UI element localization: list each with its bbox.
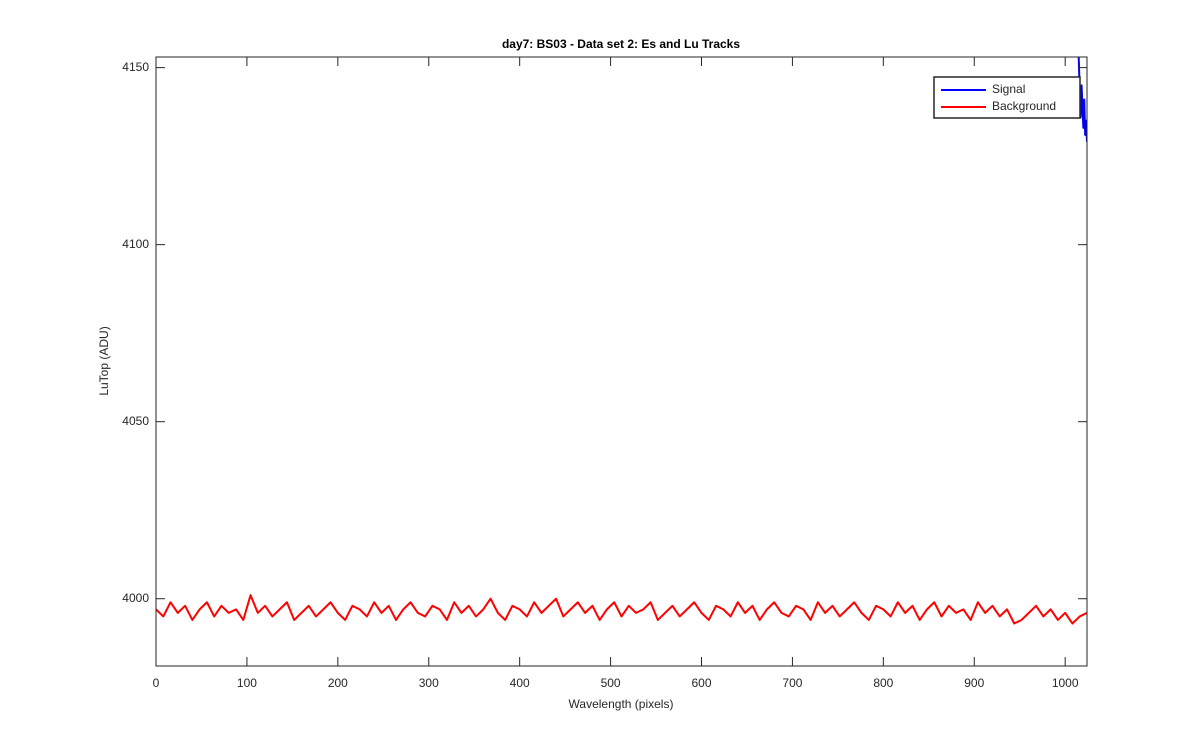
y-tick-label: 4150 xyxy=(122,60,149,74)
x-tick-label: 100 xyxy=(237,676,257,690)
y-axis-label: LuTop (ADU) xyxy=(97,326,111,395)
y-tick-label: 4050 xyxy=(122,414,149,428)
x-tick-label: 900 xyxy=(964,676,984,690)
plot-area xyxy=(156,57,1087,666)
legend-label: Background xyxy=(992,99,1056,113)
x-tick-label: 700 xyxy=(782,676,802,690)
series-line xyxy=(156,594,1087,625)
y-tick-label: 4100 xyxy=(122,237,149,251)
legend-label: Signal xyxy=(992,82,1025,96)
x-tick-label: 1000 xyxy=(1052,676,1079,690)
x-tick-label: 200 xyxy=(328,676,348,690)
x-axis-label: Wavelength (pixels) xyxy=(569,697,674,711)
x-tick-label: 300 xyxy=(419,676,439,690)
x-tick-label: 800 xyxy=(873,676,893,690)
x-tick-label: 400 xyxy=(510,676,530,690)
legend-box xyxy=(933,76,1081,119)
x-tick-label: 500 xyxy=(601,676,621,690)
x-tick-label: 0 xyxy=(153,676,160,690)
chart-title: day7: BS03 - Data set 2: Es and Lu Track… xyxy=(502,37,740,51)
axes-box xyxy=(155,56,1088,667)
x-tick-label: 600 xyxy=(691,676,711,690)
y-tick-label: 4000 xyxy=(122,591,149,605)
